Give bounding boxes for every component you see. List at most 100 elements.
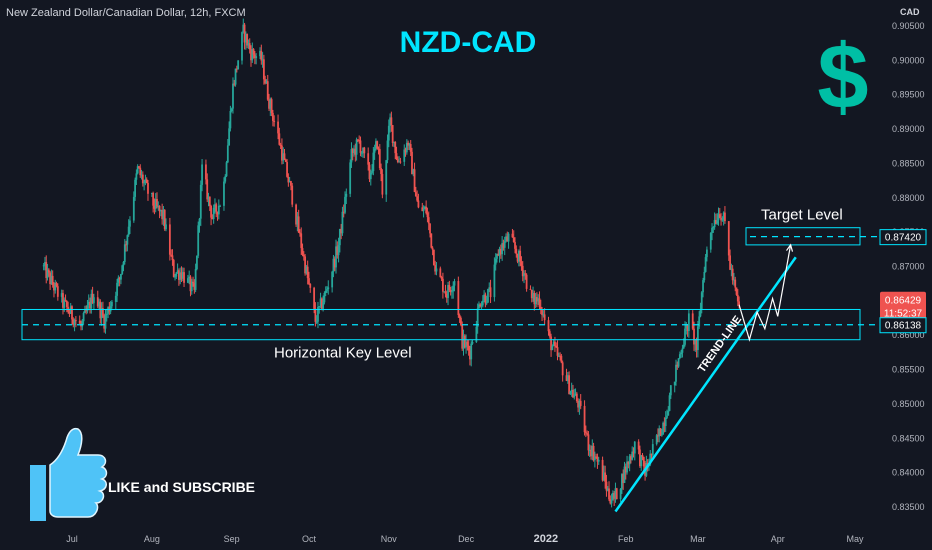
candle-body bbox=[192, 281, 194, 284]
currency-label: CAD bbox=[900, 7, 920, 17]
candle-body bbox=[639, 449, 641, 467]
candle-body bbox=[72, 319, 75, 326]
candle-body bbox=[62, 293, 64, 308]
symbol-title[interactable]: New Zealand Dollar/Canadian Dollar, 12h,… bbox=[6, 7, 246, 19]
candle-body bbox=[502, 243, 505, 248]
candle-body bbox=[698, 316, 701, 327]
candle-body bbox=[229, 110, 232, 129]
candle-body bbox=[533, 293, 536, 305]
candle-body bbox=[71, 306, 73, 320]
candle-body bbox=[141, 174, 144, 184]
candle-body bbox=[284, 159, 287, 163]
candle-body bbox=[724, 212, 726, 222]
candle-body bbox=[342, 211, 345, 213]
candle-body bbox=[279, 144, 282, 146]
candle-body bbox=[412, 169, 415, 175]
candle-body bbox=[669, 385, 672, 396]
candle-body bbox=[404, 149, 407, 153]
candle-body bbox=[152, 192, 155, 206]
candle-body bbox=[380, 168, 382, 175]
candle-body bbox=[246, 34, 249, 46]
candle-body bbox=[81, 321, 84, 327]
candle-body bbox=[190, 281, 193, 292]
candle-body bbox=[711, 227, 713, 233]
candle-body bbox=[216, 211, 219, 215]
candle-body bbox=[655, 435, 658, 445]
candle-body bbox=[676, 364, 679, 367]
subscribe-cta[interactable]: LIKE and SUBSCRIBE bbox=[108, 479, 255, 495]
candle-body bbox=[225, 162, 228, 177]
candle-body bbox=[452, 285, 455, 292]
price-axis[interactable]: 0.83500 0.84000 0.84500 0.85000 0.85500 0.860… bbox=[892, 21, 925, 512]
candle-body bbox=[187, 278, 189, 283]
candle-body bbox=[659, 428, 662, 436]
candle-body bbox=[338, 228, 341, 246]
candle-body bbox=[118, 277, 121, 280]
candle-body bbox=[98, 301, 100, 307]
candle-body bbox=[282, 153, 285, 161]
candle-body bbox=[610, 500, 613, 504]
candle-body bbox=[211, 217, 214, 219]
candle-body bbox=[318, 306, 321, 308]
candle-body bbox=[385, 160, 388, 195]
candle-body bbox=[188, 276, 191, 279]
candle-body bbox=[425, 206, 428, 214]
candle-body bbox=[91, 293, 94, 304]
candle-body bbox=[207, 196, 210, 200]
candle-body bbox=[421, 207, 424, 212]
candle-body bbox=[327, 287, 330, 290]
candle-body bbox=[673, 381, 676, 386]
candle-body bbox=[376, 141, 379, 149]
candle-body bbox=[736, 294, 739, 302]
candle-body bbox=[479, 304, 482, 307]
candle-body bbox=[360, 152, 363, 154]
candle-body bbox=[471, 342, 474, 344]
candle-body bbox=[64, 299, 67, 302]
candle-body bbox=[717, 214, 720, 221]
candle-body bbox=[341, 211, 344, 234]
candle-body bbox=[287, 176, 290, 183]
candle-body bbox=[718, 214, 721, 218]
candle-body bbox=[704, 257, 707, 272]
candle-body bbox=[574, 393, 577, 396]
candle-body bbox=[554, 341, 556, 346]
candle-body bbox=[159, 209, 162, 212]
candle-body bbox=[281, 145, 283, 161]
time-axis[interactable]: Jul Aug Sep Oct Nov Dec 2022 Feb Mar Apr May bbox=[66, 533, 864, 545]
candle-body bbox=[432, 249, 435, 266]
candle-body bbox=[631, 451, 634, 460]
candle-body bbox=[583, 405, 586, 433]
candle-body bbox=[230, 108, 233, 111]
candle-body bbox=[377, 148, 380, 150]
candle-body bbox=[619, 488, 622, 500]
candle-body bbox=[350, 149, 353, 163]
candle-body bbox=[561, 362, 564, 376]
candle-body bbox=[693, 328, 695, 345]
candle-body bbox=[611, 492, 614, 501]
candle-body bbox=[127, 226, 130, 236]
candle-body bbox=[408, 144, 411, 146]
candle-body bbox=[333, 258, 336, 268]
candle-body bbox=[476, 308, 479, 327]
candle-body bbox=[525, 274, 528, 289]
candle-body bbox=[372, 152, 375, 172]
candle-body bbox=[139, 167, 142, 176]
candle-body bbox=[181, 272, 184, 279]
candle-body bbox=[431, 247, 434, 250]
candle-body bbox=[201, 164, 203, 185]
candle-body bbox=[488, 287, 491, 289]
candle-body bbox=[332, 258, 335, 272]
candle-body bbox=[700, 292, 703, 310]
candle-body bbox=[552, 341, 555, 347]
candle-body bbox=[65, 301, 68, 307]
candle-body bbox=[537, 298, 540, 302]
candle-body bbox=[602, 472, 605, 481]
candle-body bbox=[608, 488, 610, 500]
candle-body bbox=[356, 139, 359, 141]
candle-body bbox=[199, 184, 202, 219]
candle-body bbox=[296, 216, 299, 225]
candle-body bbox=[363, 147, 366, 154]
candle-body bbox=[162, 209, 165, 220]
candle-body bbox=[144, 179, 147, 183]
